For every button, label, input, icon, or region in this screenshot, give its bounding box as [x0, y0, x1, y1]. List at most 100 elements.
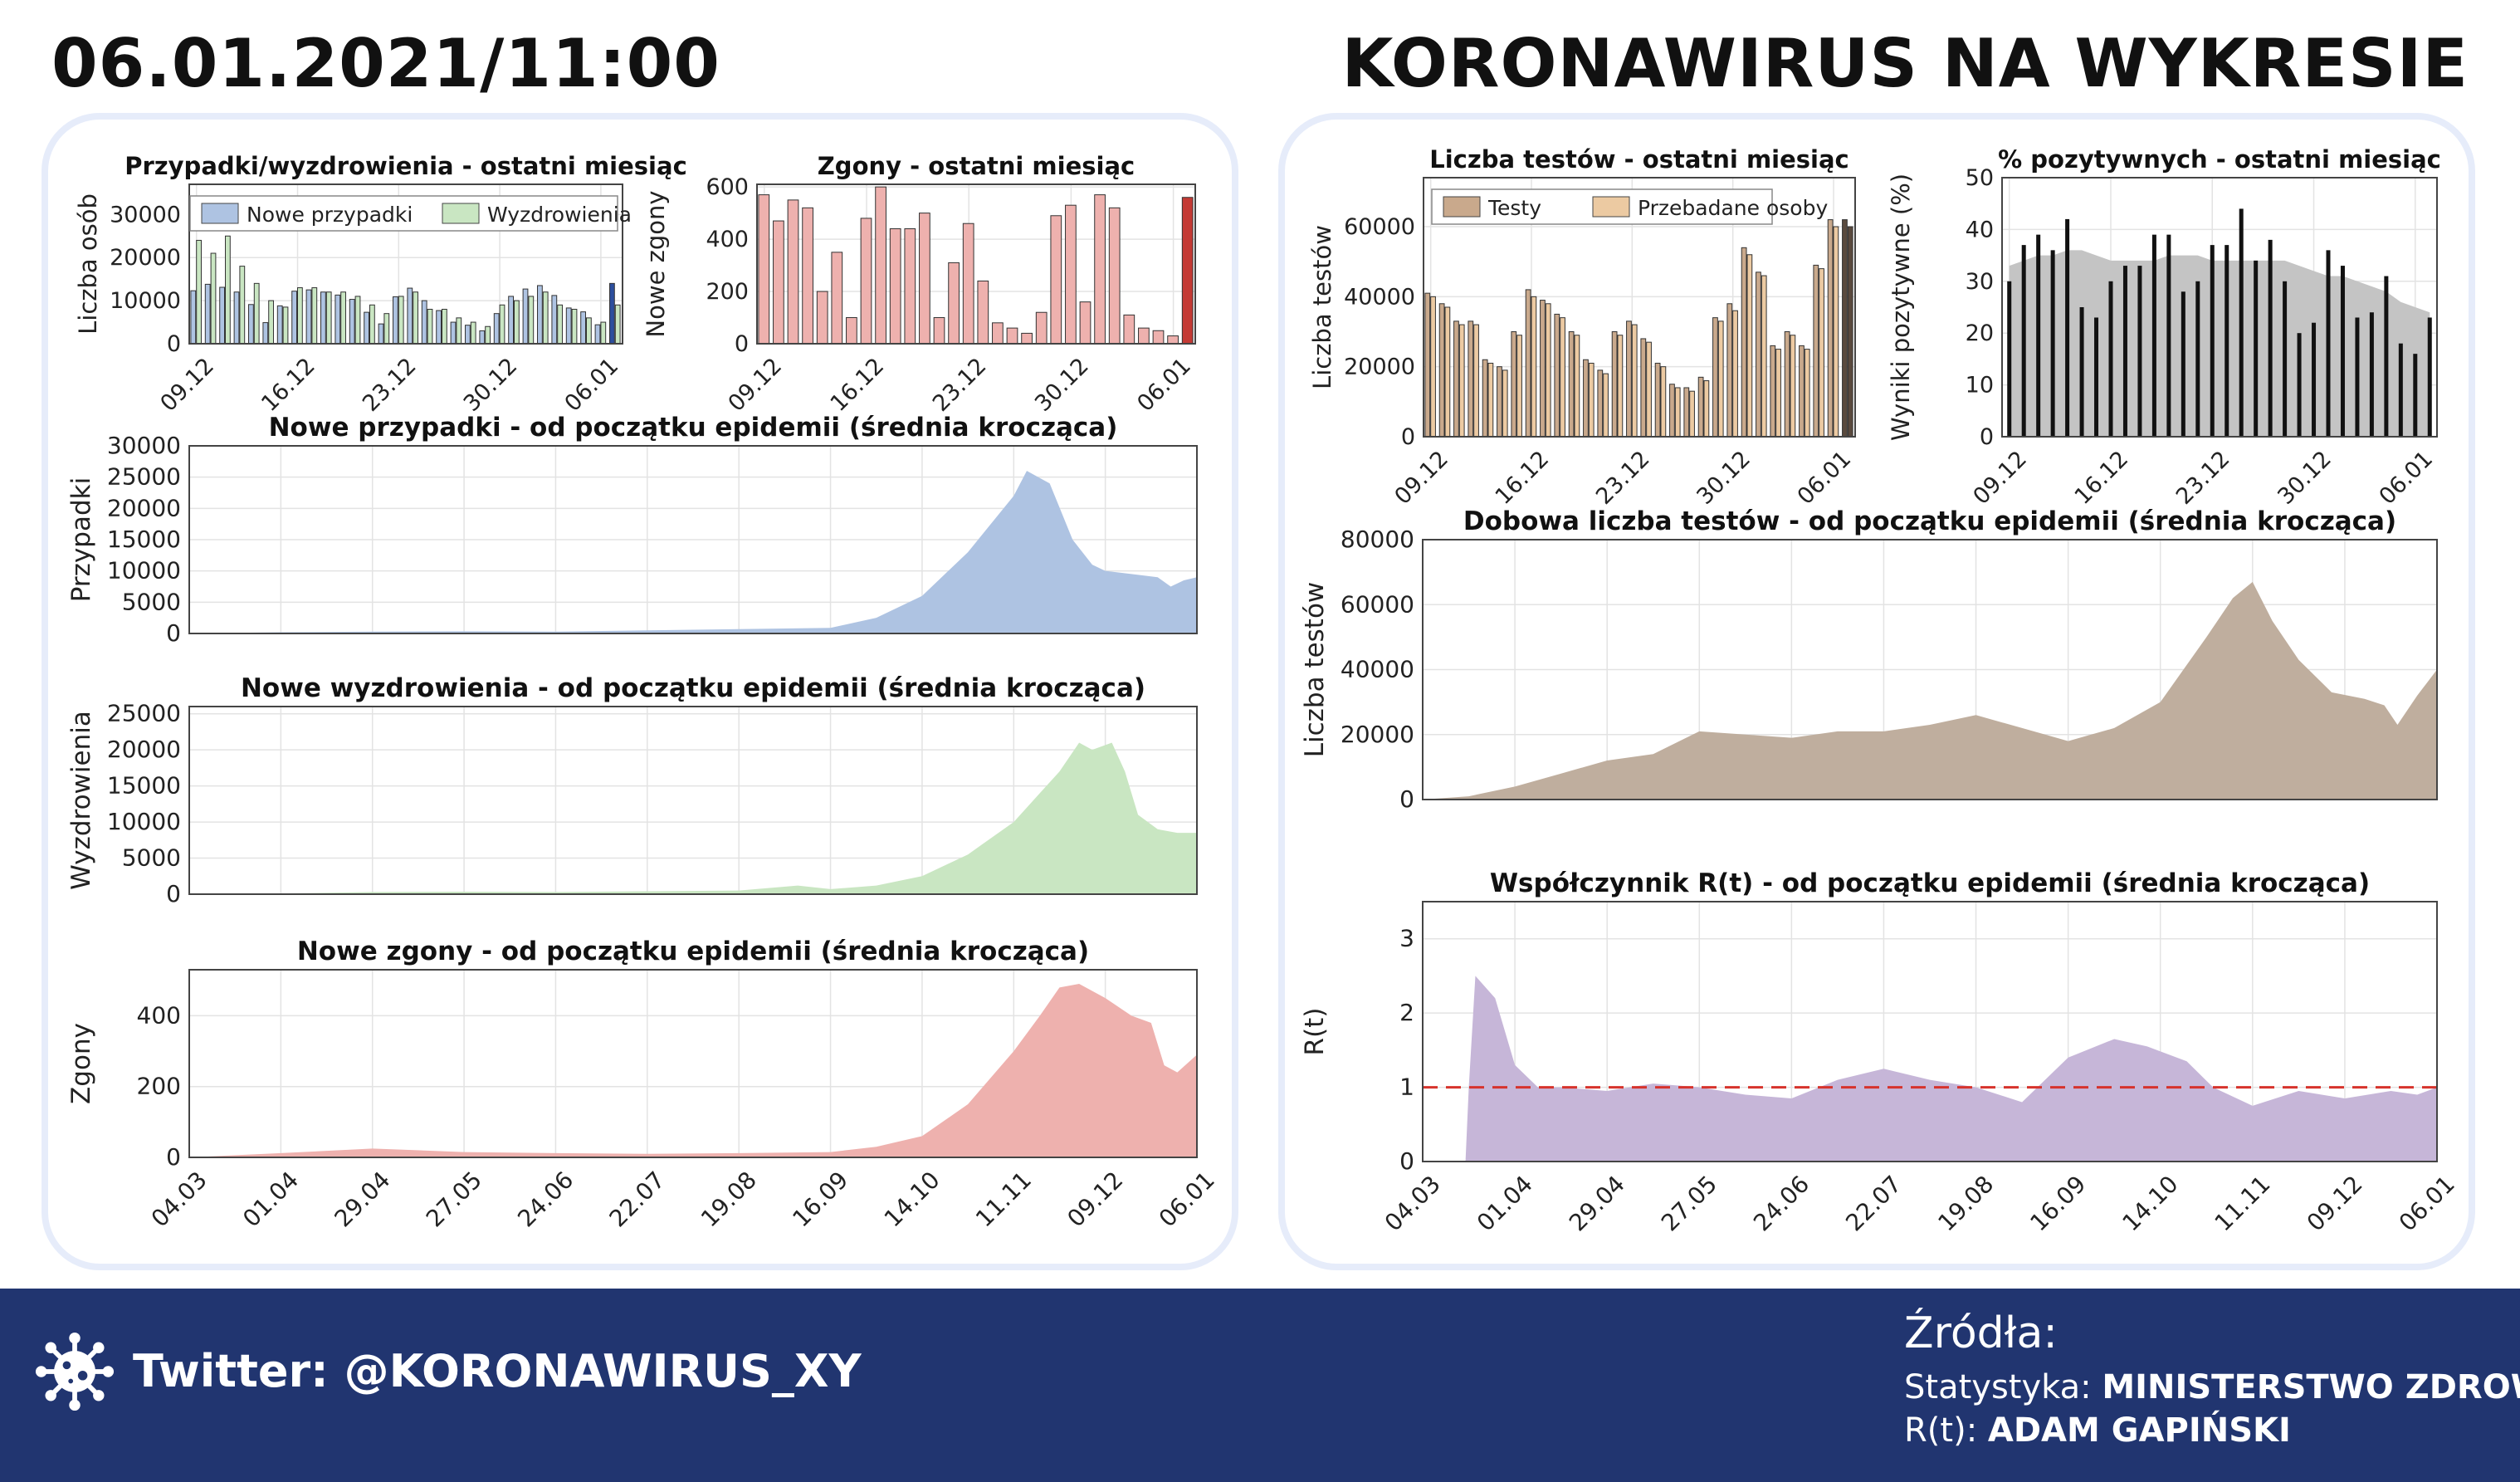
bar-testy [1784, 331, 1790, 438]
x-tick-label: 30.12 [1030, 353, 1094, 417]
bar-testy [1511, 331, 1517, 438]
x-tick-label: 22.07 [604, 1166, 671, 1232]
bar-nowe-przypadki [609, 282, 615, 345]
bar-przebadane-osoby [1588, 362, 1595, 438]
x-tick-label: 19.08 [1932, 1170, 1999, 1236]
bar-testy [1756, 271, 1761, 438]
y-tick-label: 10 [1966, 373, 1994, 399]
positive-rate-bar [2050, 250, 2055, 437]
bar [889, 228, 901, 345]
bar-testy [1827, 219, 1834, 438]
positive-rate-bar [2036, 234, 2041, 437]
bar-nowe-przypadki [537, 285, 543, 345]
plot-frame [188, 445, 1198, 634]
y-axis-label: Liczba testów [1300, 582, 1330, 758]
bar-wyzdrowienia [268, 300, 274, 345]
source-statistics: Statystyka: MINISTERSTWO ZDROWIA [1904, 1368, 2520, 1406]
x-tick-label: 06.01 [2374, 446, 2438, 510]
bar-testy [1799, 345, 1805, 438]
bar [875, 186, 886, 345]
bar-testy [1626, 320, 1632, 438]
bar-nowe-przypadki [248, 304, 254, 345]
y-tick-label: 40000 [1341, 656, 1414, 683]
positive-rate-bar [2384, 276, 2389, 437]
bar-testy [1453, 320, 1459, 438]
x-tick-label: 24.06 [512, 1166, 579, 1232]
y-tick-label: 30000 [110, 202, 181, 227]
bar-nowe-przypadki [219, 286, 225, 345]
positive-rate-bar [2297, 333, 2302, 437]
y-tick-label: 400 [137, 1001, 181, 1029]
x-tick-label: 09.12 [2302, 1170, 2368, 1236]
bar-przebadane-osoby [1545, 303, 1551, 438]
source-statistics-label: Statystyka: [1904, 1368, 2102, 1406]
y-tick-label: 40000 [1344, 284, 1415, 310]
bar-przebadane-osoby [1674, 387, 1681, 438]
bar [1035, 311, 1048, 345]
y-tick-label: 0 [167, 331, 181, 357]
bar-przebadane-osoby [1458, 324, 1465, 438]
chart-title: Współczynnik R(t) - od początku epidemii… [1490, 868, 2370, 898]
x-tick-label: 24.06 [1748, 1170, 1814, 1236]
bar [860, 218, 872, 345]
legend-label: Wyzdrowienia [487, 203, 632, 227]
bar-wyzdrowienia [340, 291, 346, 345]
bar-wyzdrowienia [369, 304, 375, 345]
twitter-handle: Twitter: @KORONAWIRUS_XY [133, 1345, 862, 1397]
y-tick-label: 15000 [107, 526, 181, 553]
x-tick-label: 16.12 [826, 353, 890, 417]
positive-rate-bar [2181, 291, 2185, 437]
positive-rate-bar [2239, 208, 2244, 437]
chart-rt_total: 0 1 2 3 04.03 01.04 29.04 27.05 24.06 22.07 19.08 1… [1300, 868, 2460, 1236]
bar [1094, 194, 1106, 345]
bar-wyzdrowienia [557, 304, 563, 345]
positive-rate-average-area [2009, 250, 2430, 437]
bar-wyzdrowienia [225, 235, 231, 345]
plot-frame [2001, 177, 2438, 438]
plot-frame [188, 183, 623, 345]
x-tick-label: 19.08 [696, 1166, 762, 1232]
x-tick-label: 09.12 [155, 353, 219, 417]
bar [1079, 301, 1092, 345]
x-tick-label: 06.01 [1793, 446, 1857, 510]
positive-rate-bar [2094, 317, 2099, 437]
report-title: KORONAWIRUS NA WYKRESIE [1341, 25, 2469, 102]
positive-rate-bar [2079, 307, 2084, 437]
bar-wyzdrowienia [398, 296, 404, 345]
series-area [1423, 581, 2437, 800]
bar [1006, 327, 1018, 345]
bar-wyzdrowienia [571, 308, 578, 345]
y-tick-label: 2 [1399, 999, 1414, 1026]
bar-wyzdrowienia [499, 304, 505, 345]
x-tick-label: 29.04 [330, 1166, 396, 1232]
bar-testy [1497, 366, 1502, 438]
bar [1123, 314, 1135, 345]
bar-przebadane-osoby [1502, 369, 1508, 438]
y-tick-label: 0 [1399, 785, 1414, 813]
bar [846, 317, 857, 345]
y-tick-label: 10000 [107, 557, 181, 584]
y-tick-label: 25000 [107, 463, 181, 491]
x-tick-label: 06.01 [2394, 1170, 2460, 1236]
y-axis-label: Liczba osób [74, 193, 102, 335]
series-area [189, 471, 1197, 633]
y-tick-label: 40 [1966, 217, 1994, 242]
y-tick-label: 0 [166, 1143, 181, 1171]
bar-wyzdrowienia [485, 325, 491, 345]
x-tick-label: 16.12 [1491, 446, 1555, 510]
bar-przebadane-osoby [1775, 349, 1781, 438]
bar-testy [1540, 300, 1546, 438]
bar [1108, 207, 1121, 345]
footer-bar: Twitter: @KORONAWIRUS_XY Źródła: Statyst… [0, 1289, 2520, 1482]
y-tick-label: 25000 [107, 700, 181, 727]
bar [831, 252, 843, 345]
bar-nowe-przypadki [276, 305, 283, 345]
bar-testy [1813, 264, 1819, 438]
bar-nowe-przypadki [291, 291, 297, 345]
bar [773, 220, 784, 345]
bar-testy [1741, 247, 1747, 438]
bar-przebadane-osoby [1531, 296, 1537, 438]
y-axis-label: Wyzdrowienia [66, 711, 96, 890]
x-tick-label: 30.12 [2273, 446, 2337, 510]
